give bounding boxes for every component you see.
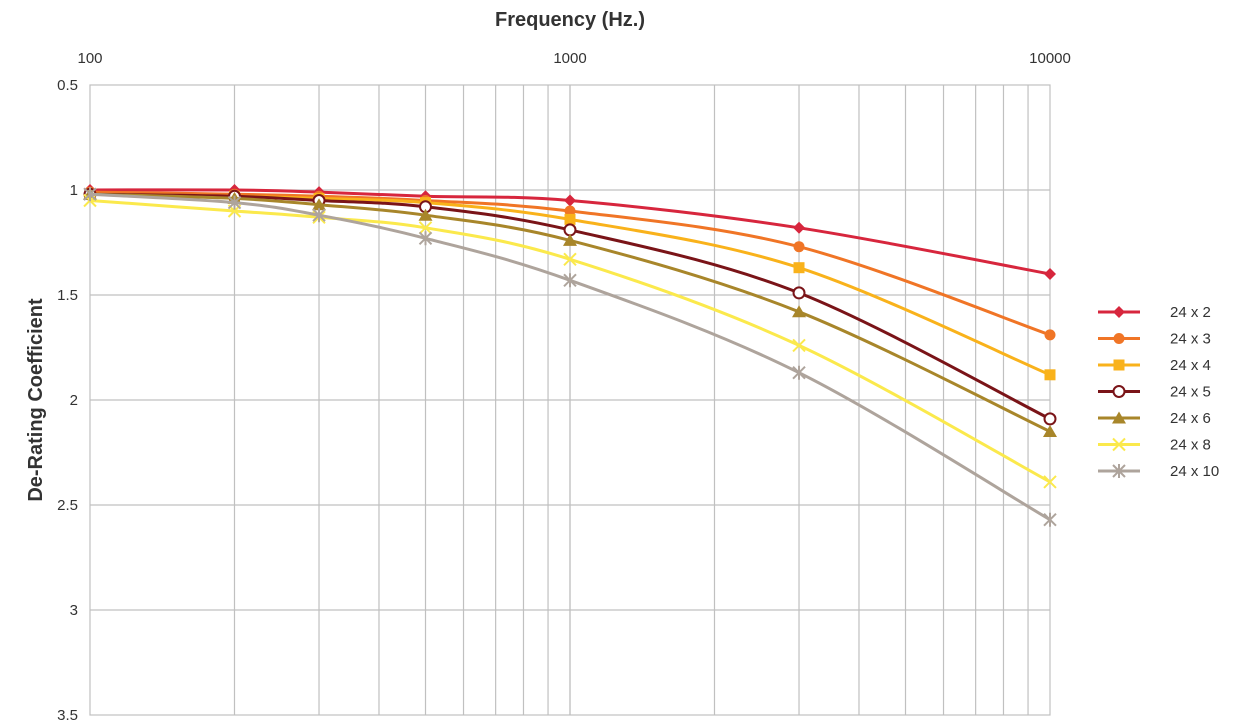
y-axis-ticks: 0.5 1 1.5 2 2.5 3 3.5: [57, 77, 78, 723]
data-point: [563, 252, 577, 267]
legend-label: 24 x 2: [1170, 304, 1211, 321]
data-point: [1043, 412, 1057, 426]
legend-label: 24 x 5: [1170, 384, 1211, 401]
data-point: [227, 195, 242, 210]
legend-marker: [1112, 385, 1126, 398]
data-point: [418, 208, 433, 221]
legend-item: 24 x 5: [1098, 384, 1211, 401]
data-point: [418, 221, 433, 235]
data-point: [564, 213, 576, 225]
data-point: [1043, 512, 1057, 527]
legend-label: 24 x 6: [1170, 410, 1211, 427]
legend-label: 24 x 8: [1170, 437, 1211, 454]
series-24x10: [83, 187, 1057, 527]
y-tick-label: 2.5: [57, 497, 78, 514]
data-point: [563, 223, 577, 237]
y-tick-label: 1.5: [57, 287, 78, 304]
legend-marker: [1113, 306, 1125, 318]
data-point: [793, 221, 806, 234]
data-point: [792, 305, 807, 318]
legend-item: 24 x 6: [1098, 410, 1211, 427]
data-point: [792, 365, 806, 380]
data-point: [83, 187, 97, 202]
legend-item: 24 x 4: [1098, 357, 1211, 374]
data-point: [793, 241, 805, 253]
legend-label: 24 x 10: [1170, 463, 1219, 480]
series-24x8: [83, 193, 1057, 489]
data-point: [1044, 329, 1056, 341]
data-point: [312, 208, 326, 223]
data-point: [792, 338, 806, 353]
y-tick-label: 0.5: [57, 77, 78, 94]
legend-marker: [1112, 437, 1126, 452]
legend: 24 x 2 24 x 3 24 x 4 24 x 5 24 x 6 24 x 8 24 x…: [1098, 304, 1219, 480]
y-tick-label: 3: [70, 602, 78, 619]
y-tick-label: 2: [70, 392, 78, 409]
y-tick-label: 3.5: [57, 707, 78, 723]
legend-marker: [1112, 411, 1126, 424]
x-tick-label: 100: [77, 50, 102, 67]
data-point: [1044, 268, 1056, 280]
x-tick-label: 10000: [1029, 50, 1071, 67]
x-axis-ticks: 100 1000 10000: [77, 50, 1070, 67]
data-point: [1043, 475, 1057, 489]
x-axis-title: Frequency (Hz.): [495, 9, 645, 31]
data-point: [564, 194, 576, 207]
legend-marker: [1112, 464, 1126, 478]
legend-item: 24 x 3: [1098, 331, 1211, 348]
data-point: [564, 205, 576, 217]
legend-marker: [1113, 333, 1125, 344]
data-point: [312, 198, 327, 211]
data-point: [418, 231, 433, 246]
y-tick-label: 1: [70, 182, 78, 199]
plot-area-border: [89, 84, 1051, 716]
x-tick-label: 1000: [553, 50, 586, 67]
legend-item: 24 x 10: [1098, 463, 1219, 480]
legend-item: 24 x 8: [1098, 437, 1211, 454]
data-point: [563, 233, 577, 246]
data-point: [563, 273, 577, 288]
data-point: [793, 262, 805, 274]
y-axis-title: De-Rating Coefficient: [25, 298, 47, 502]
data-point: [1044, 369, 1056, 381]
data-point: [1043, 425, 1057, 437]
legend-marker: [1113, 359, 1125, 371]
series-group: [83, 184, 1057, 527]
legend-item: 24 x 2: [1098, 304, 1211, 321]
data-point: [792, 286, 806, 300]
legend-label: 24 x 3: [1170, 331, 1211, 348]
legend-label: 24 x 4: [1170, 357, 1211, 374]
